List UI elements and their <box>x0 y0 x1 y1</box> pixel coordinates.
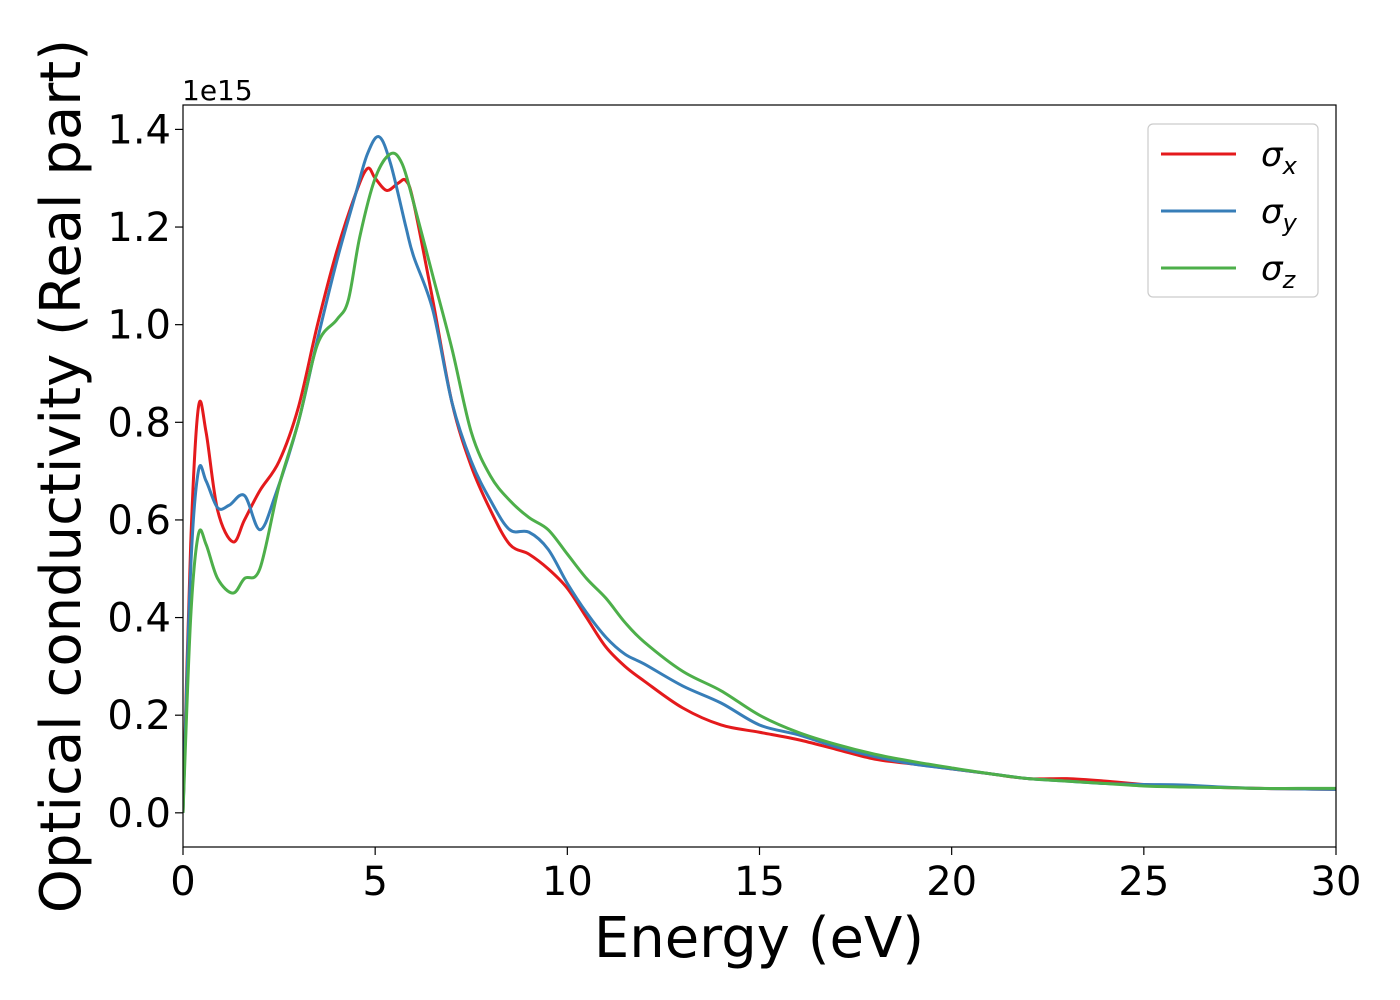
y-tick-label: 0.6 <box>107 498 171 544</box>
x-tick-label: 20 <box>926 859 977 905</box>
y-tick-label: 0.8 <box>107 400 171 446</box>
y-tick-label: 0.4 <box>107 596 171 642</box>
series-layer <box>183 135 1336 813</box>
x-axis-title: Energy (eV) <box>594 906 924 971</box>
axes-layer: 0 5 10 15 20 25 30 0.0 0.2 0.4 0.6 0.8 1.0 1.2 1.4 <box>107 104 1362 905</box>
x-tick-label: 0 <box>170 859 195 905</box>
y-tick-label: 1.4 <box>107 107 171 153</box>
x-tick-label: 25 <box>1118 859 1169 905</box>
y-offset-text: 1e15 <box>182 74 253 107</box>
y-tick-label: 1.0 <box>107 303 171 349</box>
legend-label-x: σx <box>1261 135 1298 180</box>
x-tick-label: 5 <box>362 859 387 905</box>
legend-label-z: σz <box>1261 249 1297 294</box>
legend-label-y: σy <box>1261 192 1298 237</box>
x-tick-label: 15 <box>734 859 785 905</box>
x-tick-label: 30 <box>1311 859 1362 905</box>
series-line-z <box>183 151 1336 813</box>
y-tick-label: 1.2 <box>107 205 171 251</box>
y-axis-title: Optical conductivity (Real part) <box>29 39 94 913</box>
x-tick-label: 10 <box>542 859 593 905</box>
legend: σx σy σz <box>1147 123 1319 298</box>
y-tick-label: 0.2 <box>107 693 171 739</box>
y-tick-label: 0.0 <box>107 791 171 837</box>
